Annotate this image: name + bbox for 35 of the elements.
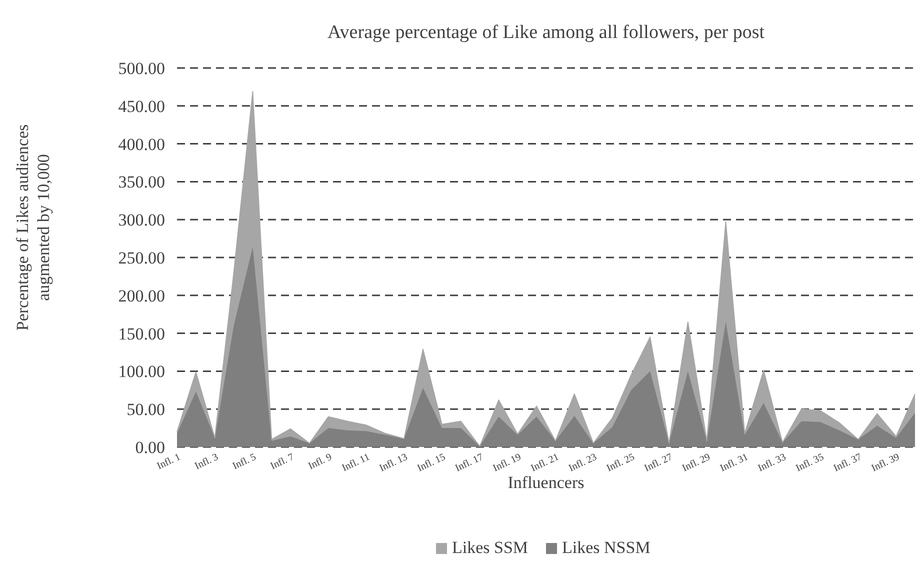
x-tick-label: Infl. 9 (306, 452, 334, 472)
x-tick-label: Infl. 19 (492, 452, 523, 474)
chart-title: Average percentage of Like among all followers, per post (328, 22, 766, 43)
y-tick-label: 0.00 (135, 438, 165, 457)
y-tick-label: 250.00 (118, 248, 165, 268)
y-tick-label: 200.00 (118, 286, 165, 306)
y-tick-label: 50.00 (126, 400, 165, 420)
x-axis-title: Influencers (508, 473, 584, 492)
x-tick-label: Infl. 33 (756, 452, 788, 474)
x-tick-label: Infl. 7 (268, 452, 296, 472)
x-tick-label: Infl. 17 (454, 452, 486, 474)
x-tick-label: Infl. 13 (378, 452, 410, 474)
legend-label: Likes SSM (452, 538, 528, 557)
y-tick-label: 500.00 (118, 58, 165, 78)
x-tick-label: Infl. 3 (193, 452, 220, 472)
x-tick-label: Infl. 5 (231, 452, 258, 472)
y-tick-label: 450.00 (118, 96, 165, 116)
x-tick-label: Infl. 15 (416, 452, 448, 474)
x-tick-label: Infl. 11 (340, 452, 372, 474)
y-tick-label: 400.00 (118, 134, 165, 154)
x-tick-label: Infl. 37 (832, 452, 864, 474)
x-tick-label: Infl. 35 (794, 452, 826, 474)
y-tick-label: 350.00 (118, 172, 165, 192)
x-tick-label: Infl. 23 (567, 452, 599, 474)
x-tick-label: Infl. 39 (870, 452, 902, 474)
x-tick-label: Infl. 21 (529, 452, 561, 474)
x-tick-label: Infl. 27 (642, 452, 674, 474)
x-tick-label: Infl. 25 (605, 452, 636, 474)
legend-label: Likes NSSM (562, 538, 650, 557)
y-tick-label: 300.00 (118, 210, 165, 230)
x-tick-label: Infl. 29 (680, 452, 712, 474)
y-axis-title: Percentage of Likes audiences augmented by 10,000 (13, 124, 53, 331)
y-tick-label: 100.00 (118, 362, 165, 382)
y-tick-label: 150.00 (118, 324, 165, 344)
x-tick-label: Infl. 31 (718, 452, 750, 474)
